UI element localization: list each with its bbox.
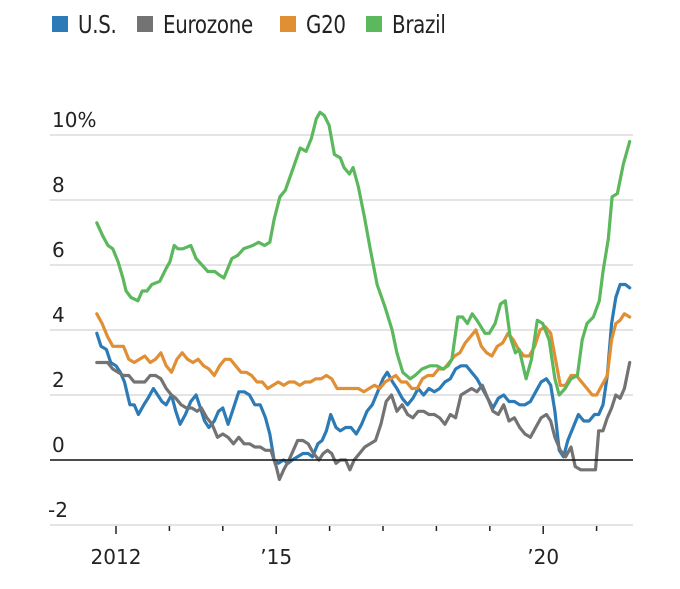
x-tick-label: 2012: [91, 545, 142, 569]
legend-label-us: U.S.: [78, 9, 117, 39]
legend-item-g20: G20: [280, 10, 351, 39]
series-lines: [95, 110, 632, 482]
legend-label-g20: G20: [306, 9, 346, 39]
series-line-eurozone: [95, 360, 632, 482]
legend-swatch-brazil: [366, 16, 383, 32]
y-tick-label: 0: [52, 433, 65, 457]
y-tick-label: 10%: [52, 108, 96, 132]
legend-swatch-eurozone: [136, 16, 153, 32]
legend-item-brazil: Brazil: [366, 10, 453, 39]
y-tick-label: 2: [52, 368, 65, 392]
legend-label-brazil: Brazil: [392, 9, 446, 39]
series-line-u-s: [95, 282, 632, 465]
series-line-g20: [95, 312, 632, 397]
legend-label-eurozone: Eurozone: [162, 9, 253, 39]
legend-item-eurozone: Eurozone: [136, 9, 265, 39]
chart-legend: U.S. Eurozone G20 Brazil: [52, 9, 468, 39]
gridlines: [50, 134, 633, 526]
y-tick-label: 8: [52, 173, 65, 197]
legend-item-us: U.S.: [52, 10, 122, 39]
series-line-brazil: [95, 110, 632, 397]
legend-swatch-us: [52, 16, 68, 32]
y-tick-label: -2: [48, 498, 68, 522]
y-tick-label: 4: [52, 303, 65, 327]
y-axis-ticks: 10% 8 6 4 2 0 -2: [48, 108, 96, 522]
x-tick-label: ’20: [527, 545, 559, 569]
y-tick-label: 6: [52, 238, 65, 262]
x-axis: 2012 ’15 ’20: [91, 526, 598, 569]
x-tick-label: ’15: [260, 545, 292, 569]
legend-swatch-g20: [280, 16, 297, 32]
